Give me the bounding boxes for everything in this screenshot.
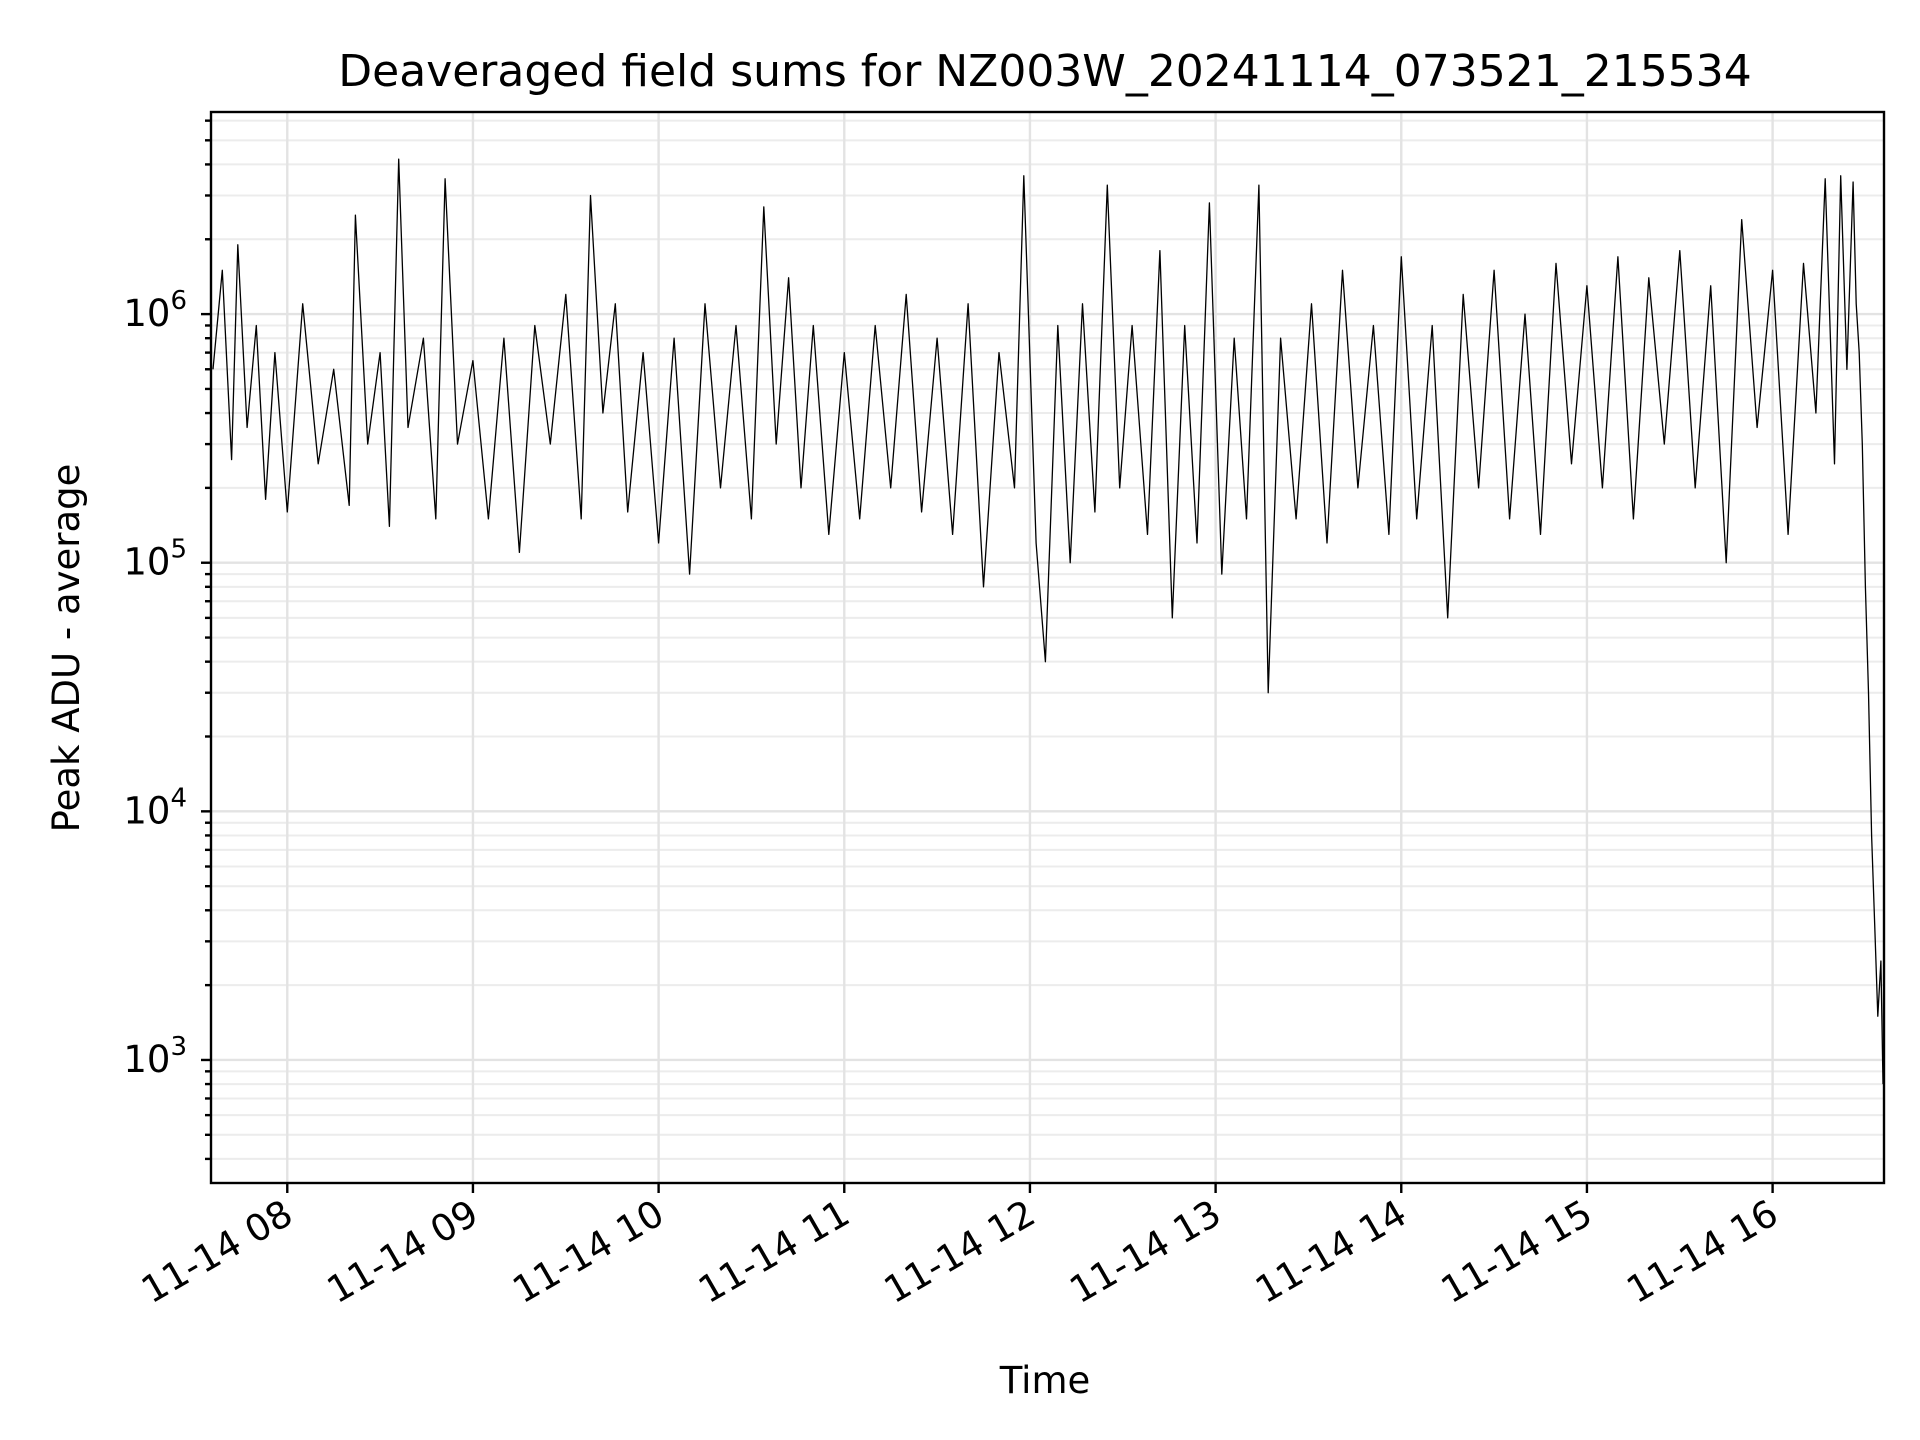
y-axis-label: Peak ADU - average: [45, 464, 88, 833]
y-tick-label: 106: [123, 286, 187, 335]
y-tick-label-exponent: 5: [170, 535, 187, 565]
chart-title: Deaveraged field sums for NZ003W_2024111…: [338, 46, 1751, 97]
y-tick-label: 105: [123, 535, 187, 584]
y-tick-label: 104: [123, 783, 187, 832]
y-tick-label-base: 10: [123, 541, 170, 584]
x-axis-label: Time: [999, 1359, 1091, 1402]
series-line: [212, 158, 1884, 1085]
y-tick-label-base: 10: [123, 789, 170, 832]
series-group: [212, 158, 1884, 1085]
y-tick-label: 103: [123, 1032, 187, 1081]
y-tick-label-base: 10: [123, 292, 170, 335]
y-tick-label-exponent: 3: [170, 1032, 187, 1062]
y-tick-label-base: 10: [123, 1038, 170, 1081]
plot-frame: [209, 110, 1886, 1185]
y-tick-label-exponent: 4: [170, 783, 187, 813]
y-tick-label-exponent: 6: [170, 286, 187, 316]
